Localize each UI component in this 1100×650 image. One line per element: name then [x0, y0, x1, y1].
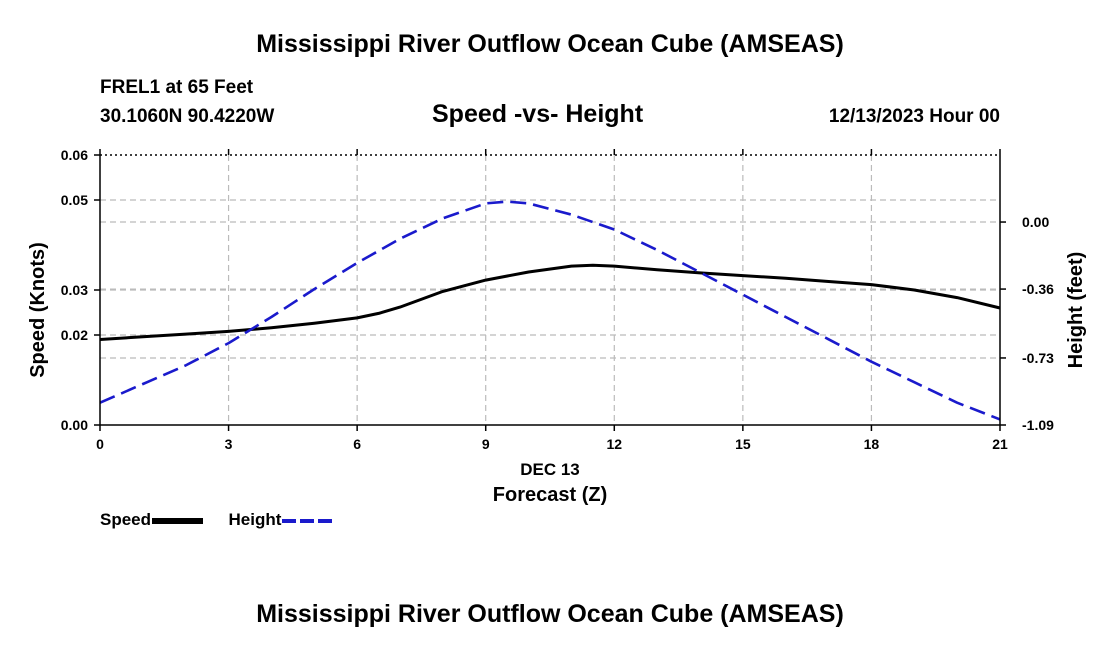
x-tick-label: 21 — [992, 436, 1008, 452]
x-tick-label: 9 — [482, 436, 490, 452]
x-axis-title: Forecast (Z) — [493, 484, 607, 506]
x-tick-label: 12 — [606, 436, 622, 452]
series-speed-line — [99, 263, 1001, 341]
footer-title: Mississippi River Outflow Ocean Cube (AM… — [256, 600, 844, 628]
x-tick-label: 0 — [96, 436, 104, 452]
y2-tick-label: -0.73 — [1022, 350, 1054, 366]
x-tick-label: 15 — [735, 436, 751, 452]
legend-speed-swatch — [152, 517, 204, 524]
station-coords: 30.1060N 90.4220W — [100, 106, 275, 127]
chart-main-title: Mississippi River Outflow Ocean Cube (AM… — [256, 30, 844, 58]
legend-height-label: Height — [228, 510, 282, 529]
x-sublabel: DEC 13 — [520, 460, 580, 479]
station-label: FREL1 at 65 Feet — [100, 77, 254, 98]
chart-subtitle: Speed -vs- Height — [432, 100, 644, 128]
y2-tick-label: -0.36 — [1022, 281, 1054, 297]
y2-tick-label: -1.09 — [1022, 417, 1054, 433]
y-tick-label: 0.06 — [61, 147, 88, 163]
forecast-datetime: 12/13/2023 Hour 00 — [828, 106, 1000, 127]
y-axis-title: Speed (Knots) — [27, 242, 49, 378]
y-tick-label: 0.00 — [61, 417, 88, 433]
y-tick-label: 0.02 — [61, 327, 88, 343]
y-tick-label: 0.05 — [61, 192, 88, 208]
axis-labels: 0 3 6 9 12 15 18 21 0.00 0.02 0.03 0.05 0.06 0.00 -0.3… — [27, 147, 1087, 506]
grid — [100, 155, 1000, 425]
y2-axis-title: Height (feet) — [1065, 252, 1087, 369]
x-tick-label: 6 — [353, 436, 361, 452]
legend-height-swatch — [282, 518, 334, 523]
x-tick-label: 18 — [864, 436, 880, 452]
y-tick-label: 0.03 — [61, 282, 88, 298]
series-lines — [99, 200, 1001, 421]
legend-speed-label: Speed — [100, 510, 152, 529]
x-tick-label: 3 — [225, 436, 233, 452]
axis-ticks — [94, 149, 1006, 431]
series-height-line — [99, 200, 1001, 421]
legend: Speed Height — [100, 510, 335, 530]
y2-tick-label: 0.00 — [1022, 214, 1049, 230]
